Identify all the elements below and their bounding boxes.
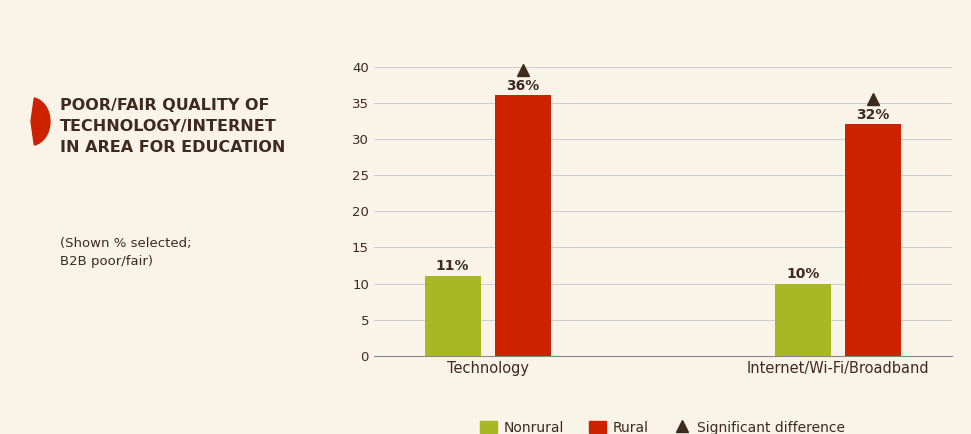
Text: POOR/FAIR QUALITY OF
TECHNOLOGY/INTERNET
IN AREA FOR EDUCATION: POOR/FAIR QUALITY OF TECHNOLOGY/INTERNET… [60,98,285,155]
Bar [494,95,551,356]
Text: 11%: 11% [436,260,469,273]
Bar [424,276,481,356]
Text: (Shown % selected;
B2B poor/fair): (Shown % selected; B2B poor/fair) [60,237,192,267]
Wedge shape [31,98,50,145]
Bar [775,283,831,356]
Bar [845,125,901,356]
Legend: Nonrural, Rural, Significant difference: Nonrural, Rural, Significant difference [475,415,851,434]
Text: 32%: 32% [856,108,889,122]
Text: 36%: 36% [506,79,539,92]
Text: 10%: 10% [787,266,820,281]
